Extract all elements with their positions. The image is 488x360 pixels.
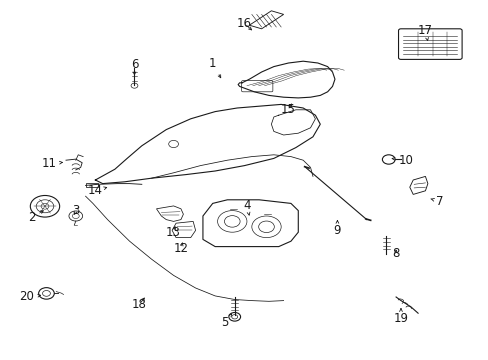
Text: 5: 5 xyxy=(221,314,231,329)
Text: 19: 19 xyxy=(393,309,407,325)
Text: 2: 2 xyxy=(28,211,43,224)
Text: 9: 9 xyxy=(333,221,341,237)
Text: 17: 17 xyxy=(417,24,432,41)
Text: 6: 6 xyxy=(130,58,138,75)
Text: 3: 3 xyxy=(72,204,80,217)
Text: 10: 10 xyxy=(391,154,412,167)
Text: 4: 4 xyxy=(243,199,250,215)
Text: 16: 16 xyxy=(237,17,251,30)
Text: 11: 11 xyxy=(41,157,62,170)
Text: 13: 13 xyxy=(166,226,181,239)
Text: 18: 18 xyxy=(132,298,146,311)
Text: 20: 20 xyxy=(20,291,41,303)
Text: 1: 1 xyxy=(208,57,220,78)
Text: 7: 7 xyxy=(430,195,443,208)
Text: 12: 12 xyxy=(173,242,188,255)
Text: 15: 15 xyxy=(281,103,295,116)
Text: 8: 8 xyxy=(391,247,399,260)
Text: 14: 14 xyxy=(88,184,106,197)
